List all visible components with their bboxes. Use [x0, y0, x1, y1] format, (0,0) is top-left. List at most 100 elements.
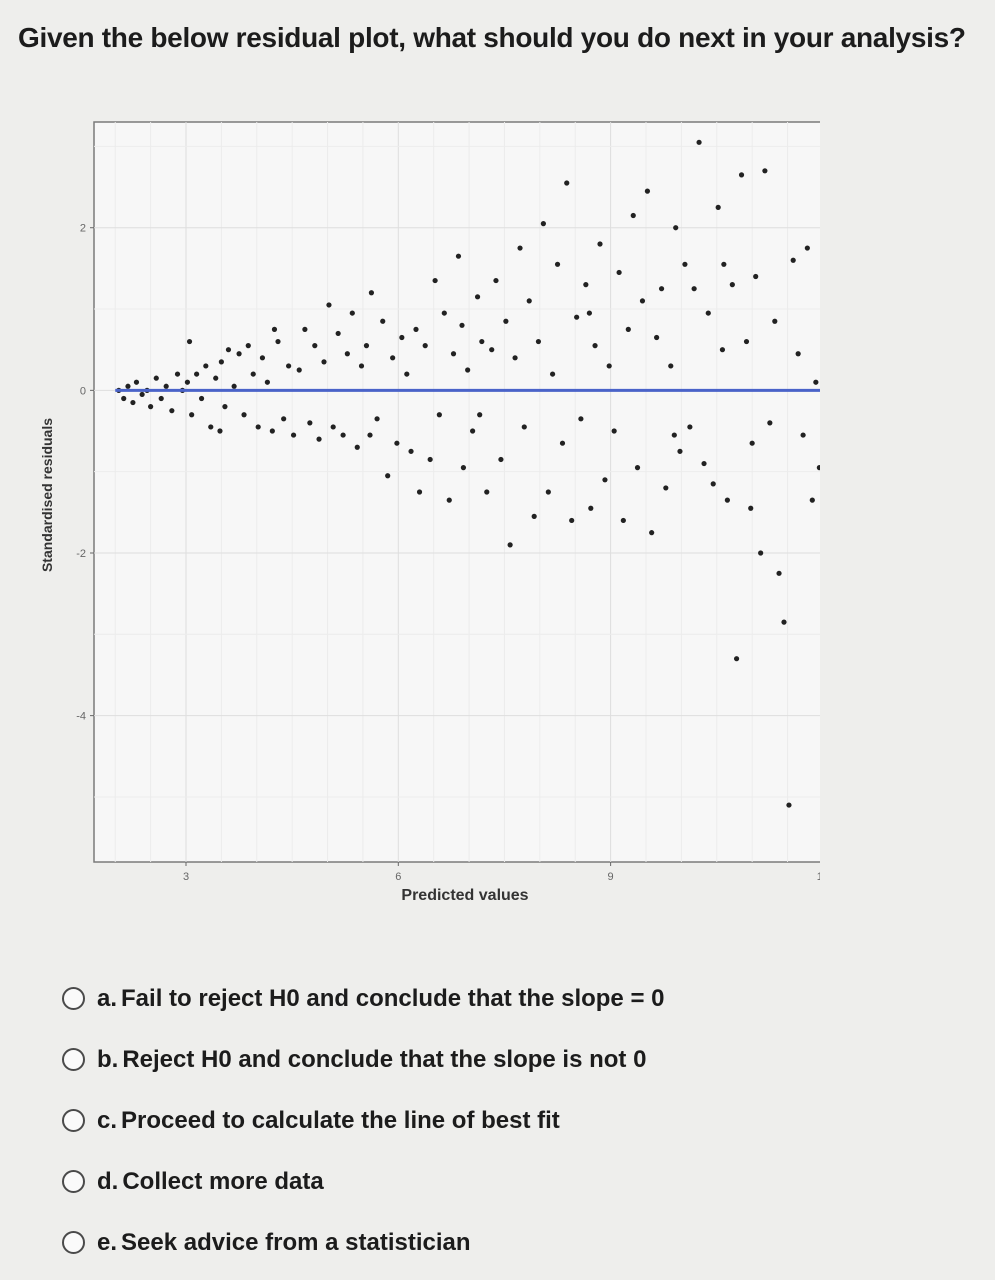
data-point: [307, 420, 313, 426]
data-point: [208, 424, 214, 430]
data-point: [275, 338, 281, 345]
data-point: [236, 351, 242, 357]
data-point: [578, 416, 584, 422]
plot-area-background: [93, 121, 820, 863]
data-point: [592, 343, 598, 349]
data-point: [649, 530, 655, 536]
data-point: [554, 261, 561, 267]
data-point: [231, 383, 237, 389]
data-point: [753, 273, 759, 280]
data-point: [588, 505, 594, 511]
x-axis-label: Predicted values: [401, 887, 528, 904]
data-point: [368, 290, 375, 296]
option-c[interactable]: c. Proceed to calculate the line of best…: [62, 1090, 922, 1151]
data-point: [245, 343, 251, 349]
data-point: [658, 286, 665, 292]
data-point: [701, 460, 707, 467]
data-point: [203, 363, 209, 369]
option-d-text: Collect more data: [122, 1167, 324, 1195]
x-tick-label: 12: [817, 871, 820, 883]
option-b-text: Reject H0 and conclude that the slope is…: [122, 1045, 647, 1073]
option-e-letter: e.: [97, 1228, 118, 1256]
data-point: [455, 253, 462, 259]
data-point: [153, 375, 159, 381]
y-tick-label: -4: [76, 711, 86, 723]
data-point: [691, 286, 697, 292]
data-point: [354, 444, 360, 450]
data-point: [512, 355, 518, 361]
data-point: [380, 318, 386, 324]
data-point: [663, 485, 669, 491]
data-point: [721, 261, 727, 267]
option-a[interactable]: a. Fail to reject H0 and conclude that t…: [62, 968, 922, 1029]
data-point: [710, 481, 716, 487]
data-point: [569, 517, 575, 524]
data-point: [340, 432, 346, 438]
data-point: [460, 465, 467, 471]
data-points: [116, 139, 820, 808]
data-point: [363, 343, 370, 349]
data-point: [450, 351, 457, 357]
data-point: [139, 391, 145, 398]
x-tick-label: 9: [608, 871, 614, 883]
data-point: [446, 497, 452, 503]
data-point: [800, 432, 806, 438]
radio-button-e[interactable]: [62, 1231, 85, 1254]
radio-button-a[interactable]: [62, 987, 85, 1010]
data-point: [394, 440, 400, 446]
data-point: [634, 465, 641, 471]
data-point: [762, 168, 768, 174]
data-point: [498, 456, 504, 463]
data-point: [281, 416, 287, 422]
data-point: [630, 212, 636, 219]
data-point: [715, 204, 721, 210]
y-tick-label: 2: [80, 223, 86, 235]
data-point: [148, 404, 154, 410]
option-e[interactable]: e. Seek advice from a statistician: [62, 1212, 922, 1273]
data-point: [459, 322, 465, 328]
data-point: [772, 318, 778, 324]
data-point: [290, 432, 297, 438]
data-point: [255, 424, 261, 430]
data-point: [503, 318, 509, 324]
data-point: [545, 489, 551, 495]
data-point: [222, 404, 228, 410]
data-point: [507, 542, 513, 548]
data-point: [479, 338, 485, 345]
option-b[interactable]: b. Reject H0 and conclude that the slope…: [62, 1029, 922, 1090]
data-point: [316, 436, 322, 442]
data-point: [795, 351, 801, 357]
data-point: [186, 338, 193, 345]
data-point: [427, 456, 433, 463]
y-tick-label: 0: [80, 385, 86, 397]
radio-button-d[interactable]: [62, 1170, 85, 1193]
data-point: [465, 367, 471, 373]
residual-plot: 3 6 9 12 2 0 -2 -4 Predicted values Standardise…: [39, 121, 820, 904]
radio-button-b[interactable]: [62, 1048, 85, 1071]
option-d[interactable]: d. Collect more data: [62, 1151, 922, 1212]
data-point: [121, 395, 127, 402]
data-point: [169, 408, 175, 414]
radio-button-c[interactable]: [62, 1109, 85, 1132]
data-point: [125, 383, 131, 389]
data-point: [474, 294, 481, 300]
data-point: [738, 172, 745, 178]
data-point: [374, 416, 380, 422]
data-point: [521, 424, 527, 430]
data-point: [749, 440, 755, 446]
data-point: [724, 497, 730, 503]
data-point: [729, 282, 735, 288]
data-point: [748, 505, 754, 511]
option-d-letter: d.: [97, 1167, 119, 1195]
data-point: [517, 245, 523, 251]
data-point: [813, 379, 819, 385]
data-point: [719, 347, 726, 353]
data-point: [790, 257, 796, 263]
data-point: [540, 221, 546, 227]
data-point: [133, 379, 140, 385]
x-tick-label: 6: [395, 871, 401, 883]
data-point: [564, 180, 570, 186]
data-point: [484, 489, 490, 495]
data-point: [644, 188, 651, 194]
data-point: [163, 383, 169, 389]
